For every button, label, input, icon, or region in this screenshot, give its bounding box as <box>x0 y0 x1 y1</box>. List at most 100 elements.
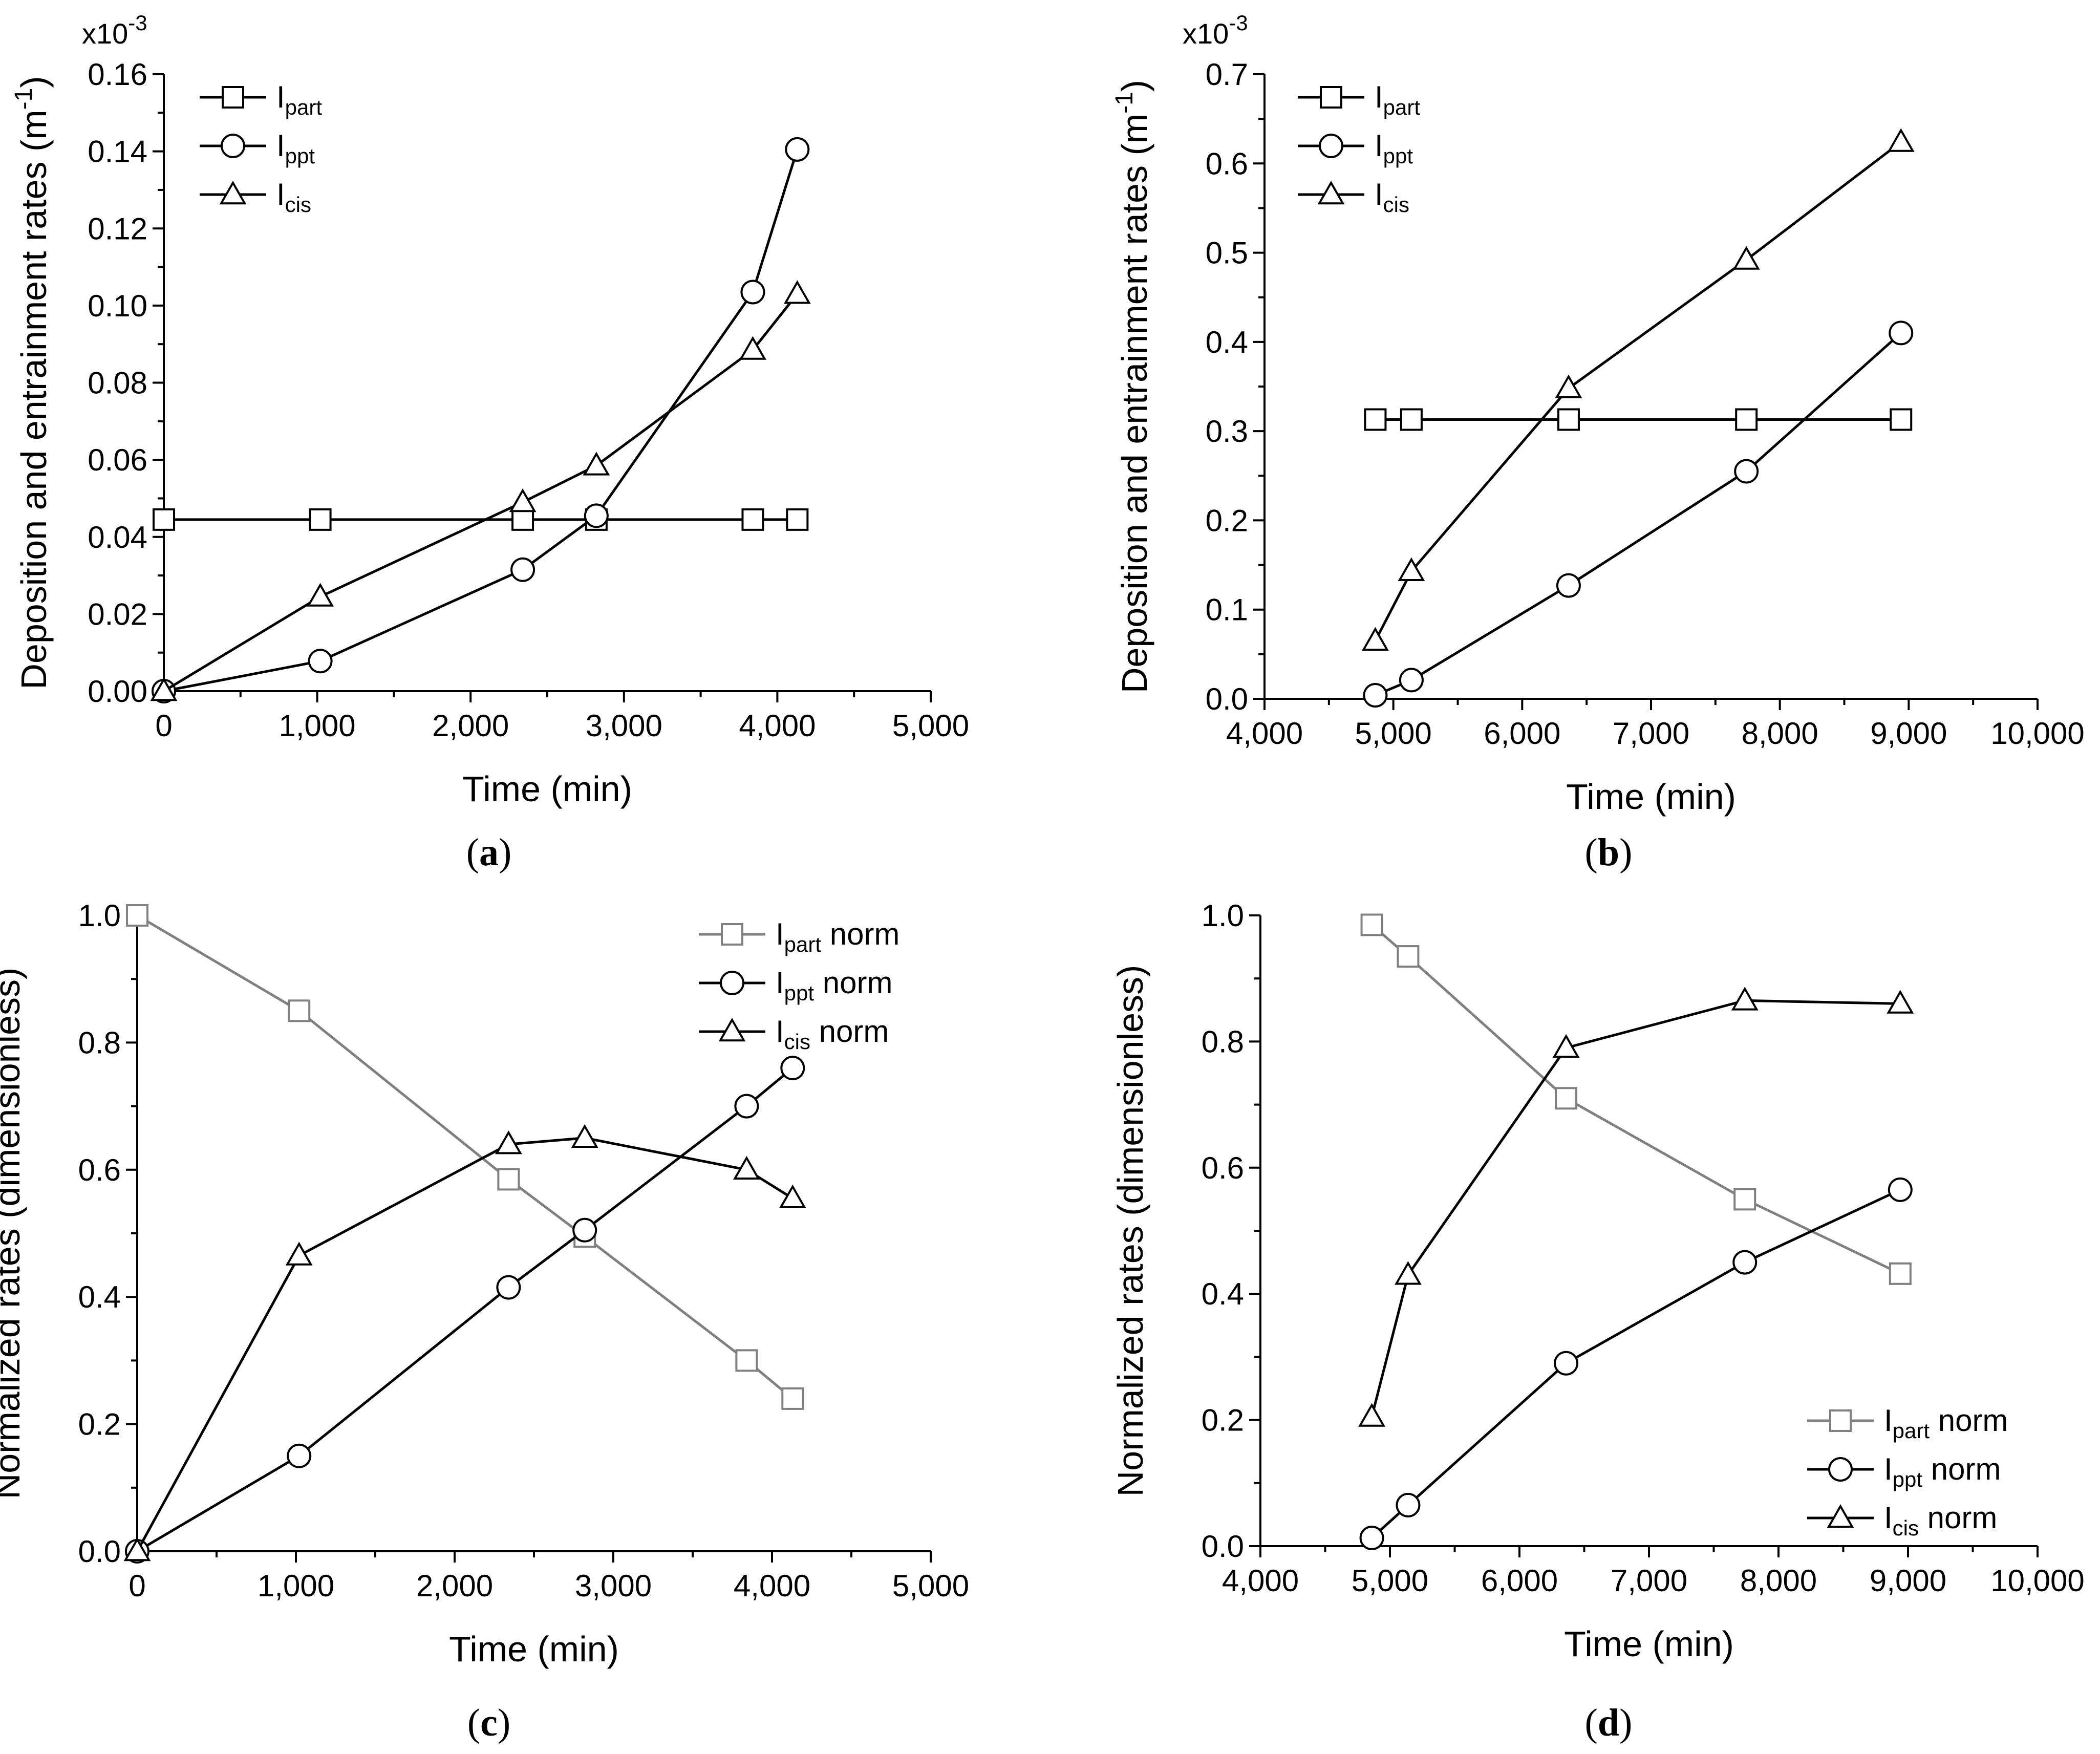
legend-marker <box>219 180 247 205</box>
series-cis <box>1358 987 1914 1427</box>
legend-item-part: Ipart norm <box>699 917 899 956</box>
chart-panel-b: 4,000 5,000 6,000 7,000 8,000 9,000 10,000 0.0 0… <box>1111 11 2085 817</box>
x-tick-label: 9,000 <box>1870 1564 1946 1598</box>
y-tick-label: 0.0 <box>1202 1529 1244 1564</box>
x-tick-label: 4,000 <box>739 709 816 743</box>
series-line-part <box>136 914 794 1400</box>
series-part <box>1360 913 1912 1285</box>
data-point-cis <box>1731 987 1759 1011</box>
legend-label: Ipart <box>276 80 322 119</box>
y-tick-label: 0.0 <box>78 1534 121 1569</box>
axis-multiplier: x10-3 <box>1183 11 1248 50</box>
data-point-ppt <box>1734 459 1759 484</box>
y-tick-label: 0.02 <box>88 597 147 631</box>
series-line-cis <box>163 293 799 693</box>
data-point-part <box>153 508 175 531</box>
chart-panel-d: 4,000 5,000 6,000 7,000 8,000 9,000 10,000 0.0 0… <box>1110 899 2085 1664</box>
data-point-ppt <box>584 503 609 528</box>
data-point-part <box>1364 408 1387 431</box>
series-line-cis <box>1374 141 1902 641</box>
data-point-cis <box>583 452 610 476</box>
data-point-ppt <box>308 649 333 674</box>
data-point-part <box>735 1349 758 1372</box>
data-point-cis <box>1552 1034 1580 1058</box>
y-tick-label: 1.0 <box>78 899 121 933</box>
x-tick-label: 1,000 <box>279 709 356 743</box>
y-tick-label: 0.2 <box>1206 503 1248 538</box>
x-axis-title: Time (min) <box>1566 777 1736 817</box>
series-line-cis <box>136 1137 794 1552</box>
x-tick-label: 8,000 <box>1742 716 1818 751</box>
data-point-ppt <box>510 557 535 582</box>
y-tick-label: 0.6 <box>1202 1151 1244 1185</box>
axis-multiplier: x10-3 <box>82 11 147 50</box>
legend-item-ppt: Ippt norm <box>699 966 892 1005</box>
data-point-part <box>1889 1262 1912 1285</box>
x-tick-label: 7,000 <box>1613 716 1689 751</box>
data-point-cis <box>150 677 178 701</box>
legend-label: Icis <box>1375 177 1409 217</box>
series-line-ppt <box>136 1067 794 1553</box>
y-tick-label: 0.10 <box>88 289 147 323</box>
x-tick-label: 7,000 <box>1611 1564 1687 1598</box>
panel-label-b: (b) <box>1585 831 1633 874</box>
data-point-cis <box>739 336 766 360</box>
series-line-ppt <box>1375 332 1902 697</box>
data-point-part <box>1400 408 1423 431</box>
data-point-ppt <box>1889 320 1914 346</box>
x-tick-label: 1,000 <box>258 1569 334 1603</box>
legend-marker <box>1829 1409 1852 1432</box>
data-point-cis <box>1887 990 1914 1014</box>
data-point-part <box>1397 945 1420 968</box>
x-tick-label: 2,000 <box>416 1569 493 1603</box>
data-point-cis <box>783 280 811 304</box>
legend-marker <box>221 134 245 158</box>
data-point-part <box>1733 1188 1756 1211</box>
legend-item-cis: Icis norm <box>1807 1501 1997 1540</box>
y-tick-label: 0.12 <box>88 211 147 246</box>
x-tick-label: 4,000 <box>734 1569 810 1603</box>
panel-label-a: (a) <box>466 831 512 874</box>
x-tick-label: 5,000 <box>1352 1564 1428 1598</box>
x-tick-label: 3,000 <box>575 1569 652 1603</box>
y-tick-label: 0.3 <box>1206 414 1248 448</box>
legend-marker <box>1319 134 1343 158</box>
data-point-ppt <box>785 137 810 162</box>
legend-label: Ipart <box>1375 80 1420 119</box>
legend-label: Ipart norm <box>776 917 899 956</box>
series-cis <box>150 280 811 701</box>
data-point-ppt <box>572 1217 597 1243</box>
data-point-cis <box>779 1184 806 1208</box>
legend-label: Ippt norm <box>776 966 892 1005</box>
chart-panel-a: 0 1,000 2,000 3,000 4,000 5,000 0.00 0.02 0.04 0.… <box>10 11 969 809</box>
x-axis-title: Time (min) <box>462 769 632 809</box>
x-tick-label: 9,000 <box>1870 716 1947 751</box>
legend-item-part: Ipart <box>1298 80 1420 119</box>
series-part <box>1364 408 1913 431</box>
x-tick-label: 3,000 <box>586 709 662 743</box>
x-tick-label: 0 <box>155 709 172 743</box>
legend-item-cis: Icis <box>200 177 311 217</box>
y-tick-label: 0.4 <box>78 1280 121 1314</box>
data-point-ppt <box>1396 1492 1421 1517</box>
data-point-cis <box>307 583 334 607</box>
data-point-cis <box>1555 374 1582 398</box>
x-tick-label: 0 <box>128 1569 145 1603</box>
legend-marker <box>1827 1504 1854 1528</box>
y-tick-label: 0.4 <box>1202 1277 1244 1311</box>
data-point-part <box>786 508 809 531</box>
data-point-ppt <box>1556 573 1581 598</box>
legend-marker <box>1317 180 1345 205</box>
legend-item-cis: Icis <box>1298 177 1409 217</box>
legend-item-ppt: Ippt <box>200 129 315 168</box>
data-point-part <box>1735 408 1758 431</box>
legend-item-part: Ipart norm <box>1807 1403 2008 1443</box>
y-axis-title: Deposition and entrainment rates (m-1) <box>1111 80 1154 693</box>
data-point-part <box>781 1387 804 1410</box>
series-cis <box>123 1124 806 1562</box>
x-tick-label: 5,000 <box>892 709 969 743</box>
data-point-ppt <box>780 1056 805 1081</box>
y-tick-label: 0.14 <box>88 135 147 169</box>
data-point-part <box>1360 913 1383 936</box>
y-axis-title: Normalized rates (dimensionless) <box>0 968 27 1500</box>
